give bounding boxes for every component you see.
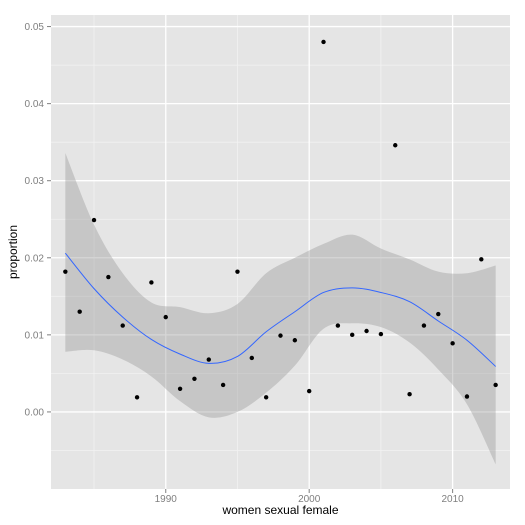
data-point [436,311,441,317]
data-point [493,382,498,388]
y-tick-label: 0.02 [25,253,45,264]
data-point [421,323,427,328]
y-tick-label: 0.03 [25,176,45,187]
plot-panel [51,15,510,489]
data-point [206,357,211,362]
data-point [263,395,269,400]
data-point [106,274,111,280]
y-axis-ticks: 0.00 0.01 0.02 0.03 0.04 0.05 [25,22,51,418]
data-point [235,269,240,274]
data-point [177,386,183,392]
data-point [192,376,197,381]
data-point [321,39,326,45]
data-point [378,331,384,337]
data-point [350,332,355,338]
data-point [393,143,398,148]
x-tick-label: 2000 [298,494,321,505]
data-point [149,280,154,285]
data-point [479,257,484,262]
x-axis-title: women sexual female [221,503,338,517]
data-point [120,323,125,328]
data-point [91,217,97,223]
x-axis-ticks: 1990 2000 2010 [155,489,465,505]
y-tick-label: 0.00 [25,407,45,418]
y-tick-label: 0.04 [25,99,45,110]
data-point [464,394,470,399]
data-point [163,314,168,320]
confidence-ribbon [65,152,496,465]
minor-gridlines [51,15,510,489]
data-point [220,382,226,388]
y-tick-label: 0.05 [25,22,45,33]
data-point [63,269,68,274]
x-tick-label: 2010 [442,494,465,505]
data-point [407,392,412,397]
data-point [292,338,298,343]
data-point [249,355,255,361]
data-points [63,39,498,400]
y-axis-title: proportion [6,225,20,279]
data-point [335,323,341,328]
data-point [450,341,455,346]
y-tick-label: 0.01 [25,330,45,341]
data-point [134,395,140,400]
data-point [278,333,283,338]
data-point [364,328,369,334]
x-tick-label: 1990 [155,494,178,505]
data-point [77,309,82,314]
smooth-trend-line [64,252,496,367]
data-point [306,388,312,394]
